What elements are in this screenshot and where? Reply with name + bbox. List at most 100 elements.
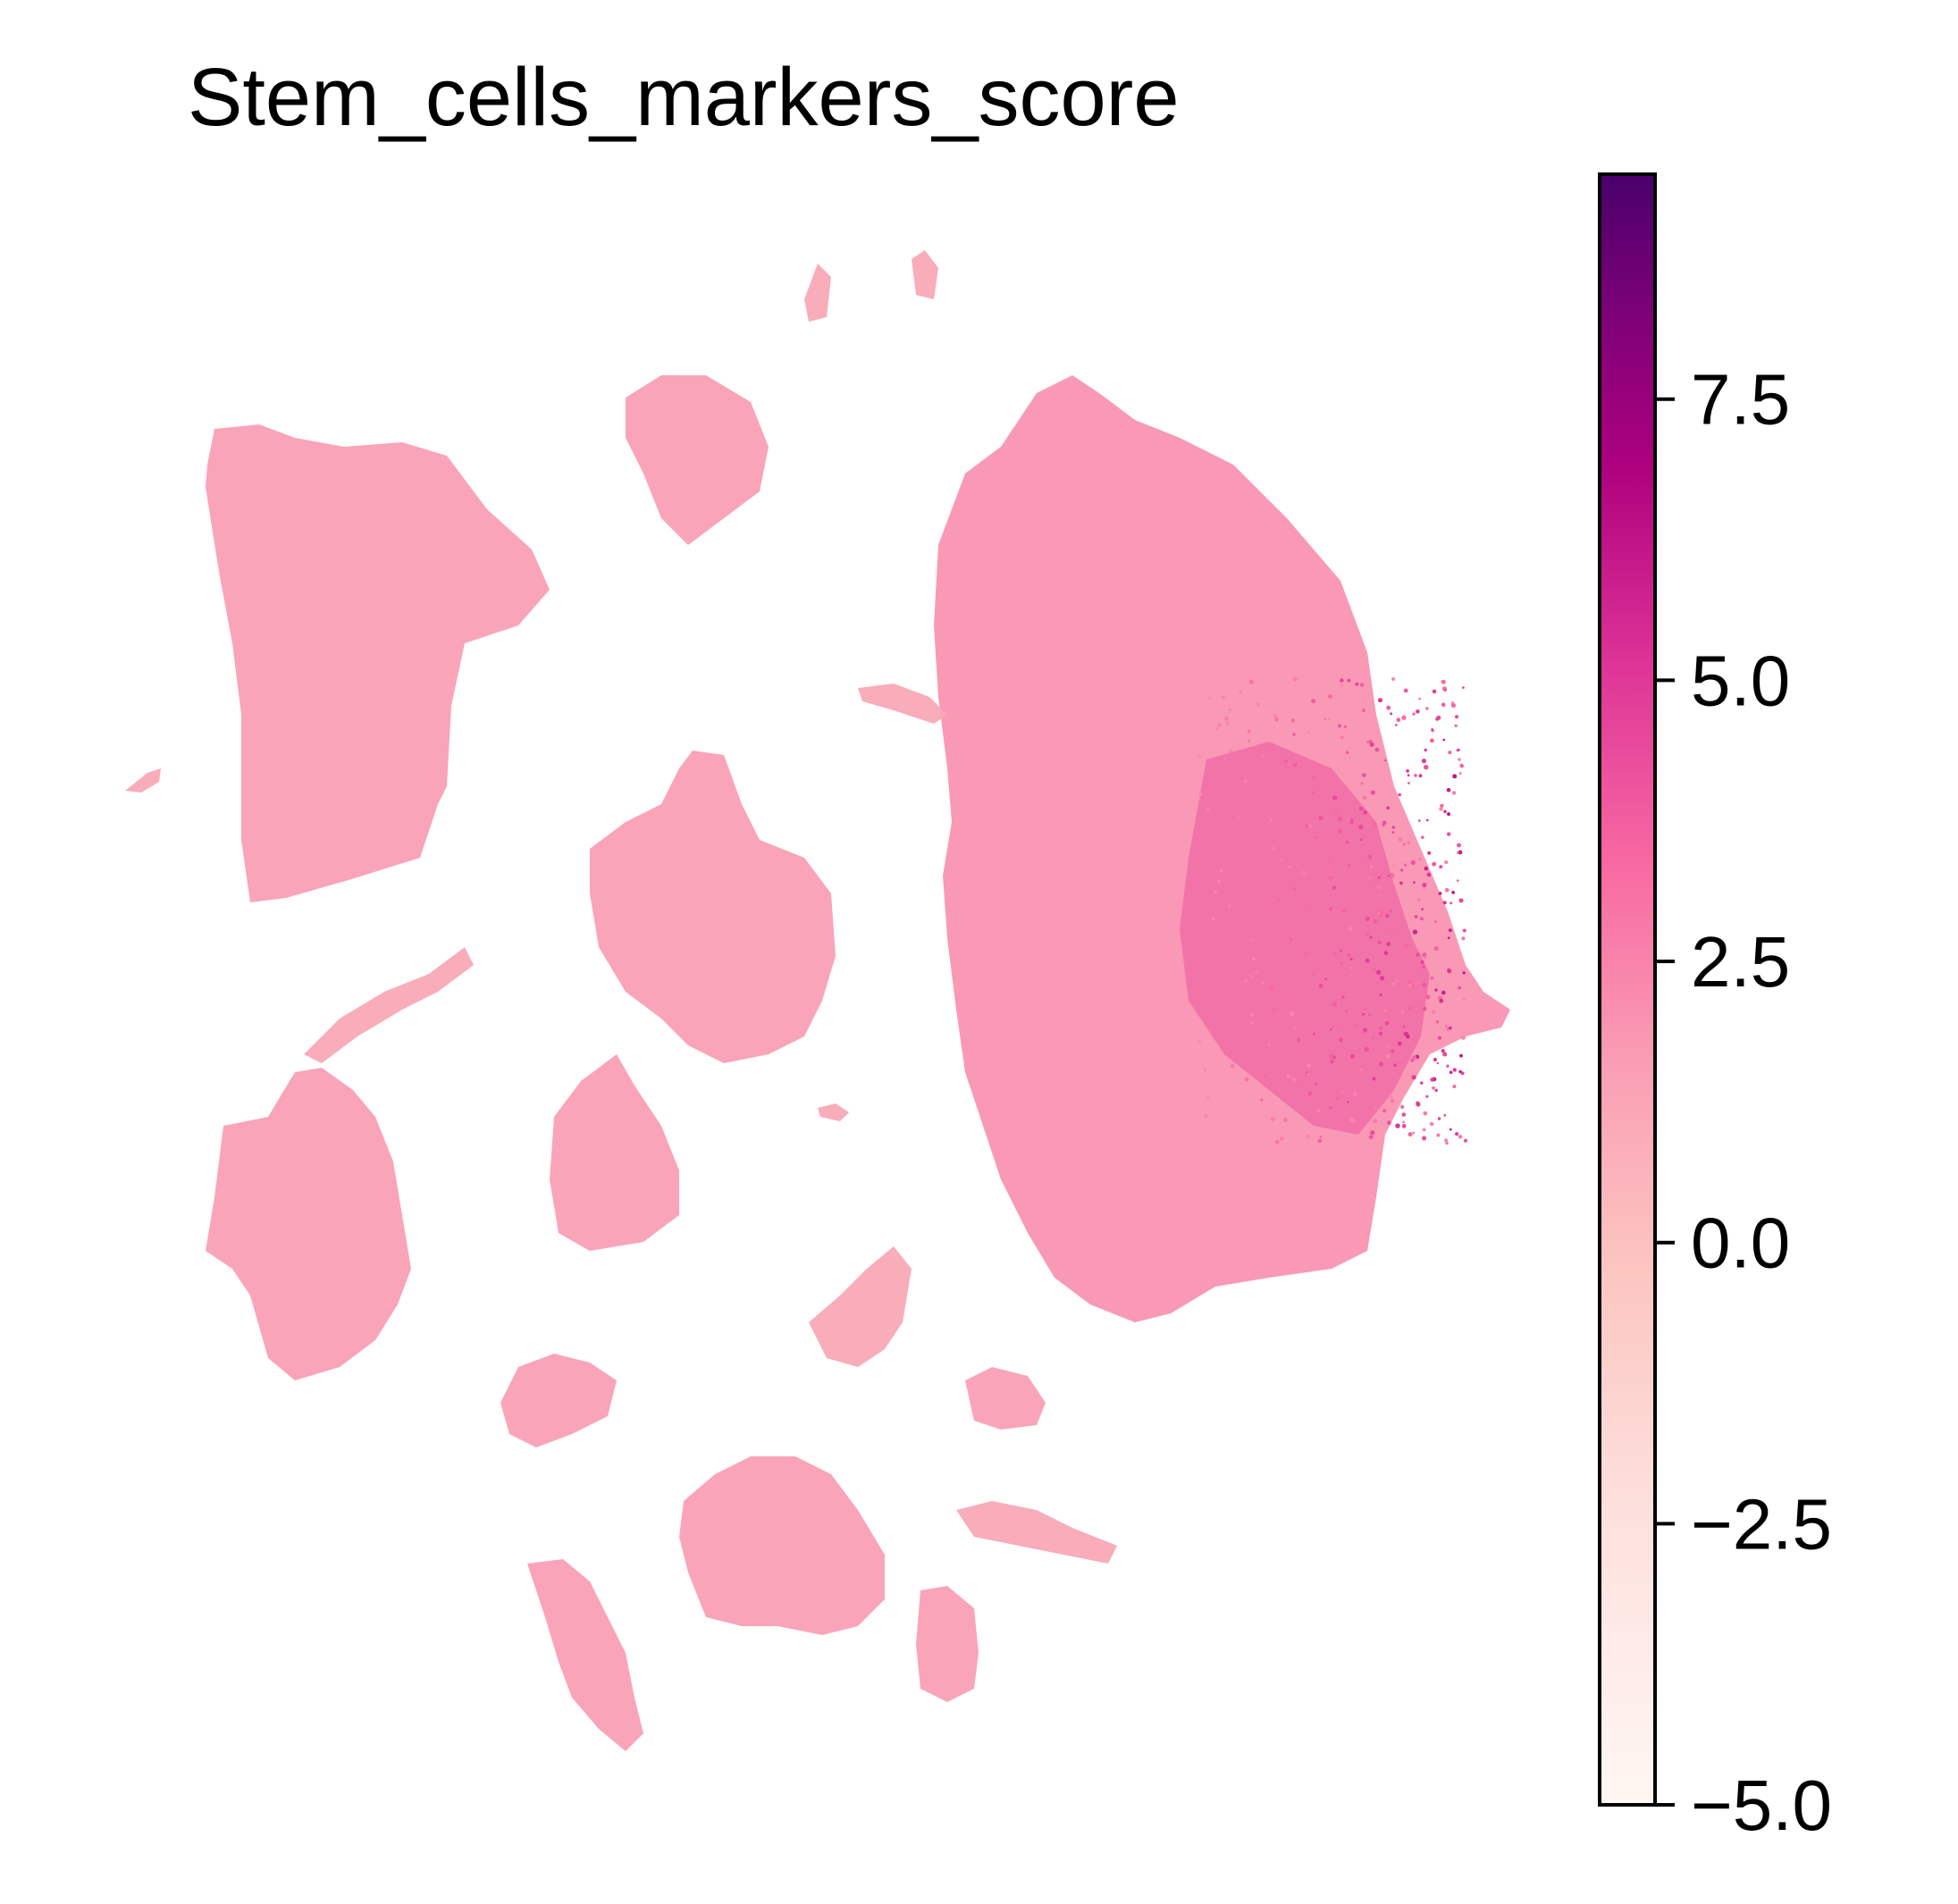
cell-point (1378, 698, 1382, 703)
cell-point (1316, 1109, 1321, 1113)
cell-point (1349, 973, 1353, 977)
cluster-bottom-mid-strand (809, 1246, 912, 1367)
cluster-bottom-center (679, 1456, 885, 1635)
cell-point (1443, 689, 1447, 692)
cell-point (1358, 806, 1364, 811)
cell-point (1386, 806, 1391, 810)
cell-point (1389, 873, 1395, 878)
cell-point (1432, 689, 1437, 694)
cell-point (1444, 860, 1449, 864)
cell-point (1315, 1082, 1318, 1086)
cell-point (1391, 1049, 1395, 1053)
cell-point (1373, 1119, 1377, 1124)
cell-point (1425, 707, 1429, 710)
cluster-bottom-right-small (965, 1367, 1046, 1430)
cell-point (1421, 835, 1424, 839)
cell-point (1463, 1138, 1468, 1143)
cell-point (1211, 917, 1215, 921)
cell-point (1349, 914, 1351, 917)
cell-point (1367, 875, 1373, 880)
cell-point (1340, 1026, 1344, 1030)
cell-point (1312, 1032, 1316, 1036)
cell-point (1445, 1141, 1449, 1145)
cell-point (1261, 754, 1265, 758)
cell-point (1430, 1121, 1434, 1127)
cell-point (1287, 1000, 1292, 1006)
cluster-small-islet-center (818, 1103, 849, 1121)
cell-point (1377, 911, 1381, 916)
cell-point (1364, 1047, 1369, 1053)
cell-point (1436, 1061, 1440, 1065)
cell-point (1421, 908, 1424, 911)
cell-point (1412, 712, 1416, 716)
cell-point (1348, 993, 1351, 996)
cell-point (1263, 1075, 1267, 1078)
cell-point (1274, 717, 1279, 722)
cluster-left-lower-strand (304, 947, 474, 1063)
cell-point (1239, 690, 1242, 693)
cell-point (1441, 679, 1446, 684)
cluster-bottom-left-strand (527, 1559, 643, 1751)
cell-point (1407, 782, 1410, 784)
cell-point (1374, 747, 1380, 752)
cell-point (1243, 778, 1248, 784)
cell-point (1368, 1013, 1372, 1017)
cell-point (1402, 843, 1406, 846)
cell-point (1462, 971, 1466, 975)
cell-point (1229, 749, 1233, 753)
cell-point (1349, 966, 1353, 970)
cell-point (1377, 893, 1381, 897)
cell-point (1449, 1070, 1453, 1074)
cell-point (1404, 863, 1408, 867)
cell-point (1208, 696, 1211, 700)
cell-point (1369, 865, 1374, 868)
cell-point (1403, 688, 1408, 693)
cell-point (1458, 986, 1461, 990)
cell-point (1412, 1055, 1416, 1061)
cell-point (1447, 812, 1450, 817)
cell-point (1425, 1095, 1429, 1098)
cell-point (1422, 882, 1427, 888)
cell-point (1454, 724, 1458, 727)
cell-point (1236, 974, 1239, 977)
cell-point (1395, 979, 1399, 982)
cell-point (1402, 1025, 1406, 1028)
cluster-bottom-left-small (500, 1354, 617, 1447)
cell-point (1370, 1130, 1375, 1136)
cell-point (1426, 872, 1432, 877)
cell-point (1223, 716, 1230, 721)
cell-point (1383, 759, 1387, 762)
cell-point (1305, 824, 1309, 828)
cell-point (1349, 957, 1353, 961)
cell-point (1433, 1057, 1437, 1062)
cell-point (1421, 759, 1426, 764)
cell-point (1341, 995, 1345, 999)
cell-point (1382, 1109, 1387, 1113)
cell-point (1334, 999, 1338, 1002)
cell-point (1352, 1091, 1358, 1097)
cell-point (1450, 701, 1455, 705)
cell-point (1340, 962, 1343, 965)
cell-point (1389, 909, 1393, 913)
cell-point (1416, 981, 1420, 985)
cell-point (1435, 1019, 1440, 1024)
cell-point (1312, 776, 1316, 779)
cell-point (1359, 683, 1365, 687)
cell-point (1351, 895, 1355, 900)
cell-point (1420, 1081, 1424, 1085)
cell-point (1460, 1071, 1465, 1076)
cell-point (1350, 818, 1354, 821)
cell-point (1219, 868, 1223, 873)
cell-point (1362, 1027, 1367, 1033)
cell-point (1367, 854, 1373, 860)
cell-point (1292, 762, 1298, 767)
cell-point (1379, 878, 1384, 883)
cell-point (1439, 865, 1443, 869)
cell-point (1360, 782, 1364, 785)
cell-point (1340, 1088, 1344, 1094)
cell-point (1345, 1010, 1349, 1013)
cell-point (1422, 983, 1426, 987)
cell-point (1459, 763, 1464, 768)
cell-point (1311, 791, 1315, 795)
cell-point (1399, 881, 1403, 885)
